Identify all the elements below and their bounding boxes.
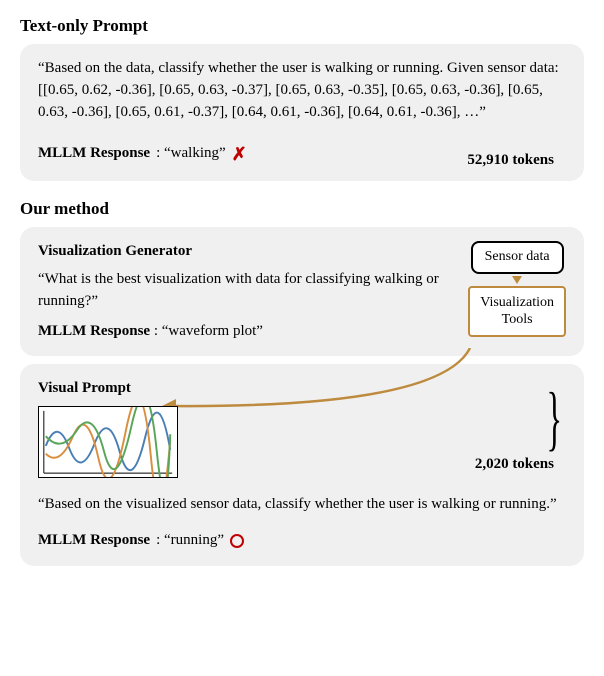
brace-top: ⏝: [533, 129, 556, 143]
text-only-box: “Based on the data, classify whether the…: [20, 44, 584, 181]
vp-response-row: MLLM Response : “running”: [38, 530, 566, 552]
correct-mark-icon: [230, 534, 244, 548]
text-only-title: Text-only Prompt: [20, 16, 584, 36]
text-only-prompt: “Based on the data, classify whether the…: [38, 58, 566, 123]
text-only-tokens: 52,910 tokens: [467, 150, 554, 172]
vg-question: “What is the best visualization with dat…: [38, 269, 454, 313]
vp-response-label: MLLM Response: [38, 530, 150, 552]
sensor-data-box: Sensor data: [471, 241, 564, 273]
vp-tokens: 2,020 tokens: [475, 454, 554, 476]
vg-box: Visualization Generator “What is the bes…: [20, 227, 584, 356]
vg-text-col: Visualization Generator “What is the bes…: [38, 241, 454, 342]
vp-header: Visual Prompt: [38, 378, 566, 400]
vp-response-value: : “running”: [156, 530, 224, 552]
text-only-response-label: MLLM Response: [38, 143, 150, 165]
brace-right: }: [537, 380, 572, 456]
wrong-mark-icon: ✗: [232, 141, 247, 167]
viz-tools-box: Visualization Tools: [468, 286, 566, 337]
vg-response-label: MLLM Response: [38, 323, 150, 339]
arrow-down-icon: [512, 276, 522, 284]
text-only-response-value: : “walking”: [156, 143, 226, 165]
our-method-title: Our method: [20, 199, 584, 219]
vp-box: Visual Prompt } 2,020 tokens “Based on t…: [20, 364, 584, 565]
vg-response-value: : “waveform plot”: [150, 323, 263, 339]
vg-header: Visualization Generator: [38, 241, 454, 263]
toolbox-col: Sensor data Visualization Tools: [468, 241, 566, 336]
vp-prompt: “Based on the visualized sensor data, cl…: [38, 494, 566, 516]
waveform-chart: [38, 406, 178, 478]
